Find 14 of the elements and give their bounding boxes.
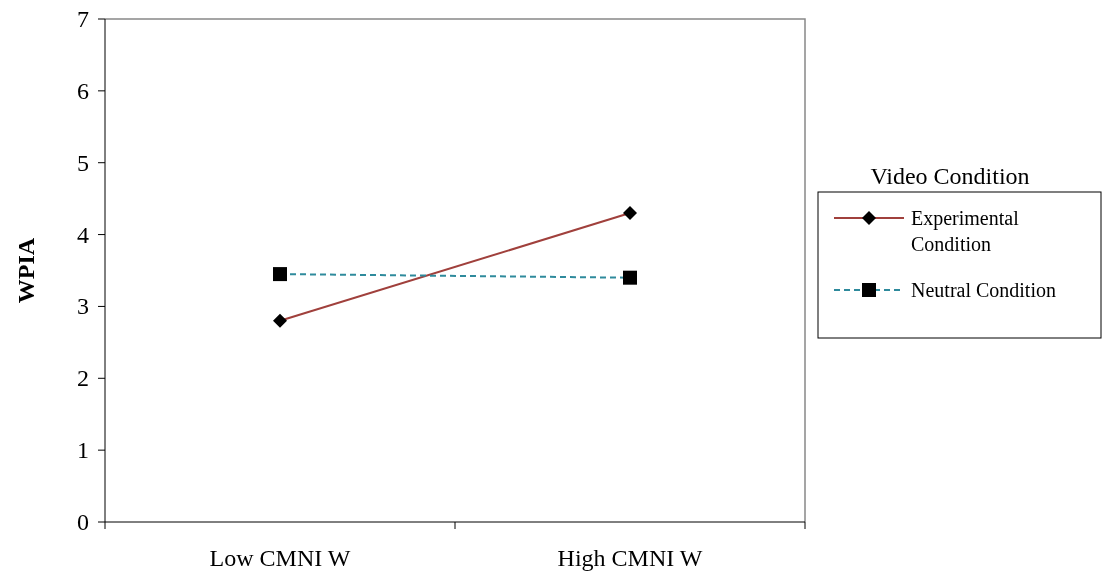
y-tick-label: 1 bbox=[77, 437, 89, 464]
y-tick-label: 4 bbox=[77, 221, 89, 248]
y-tick-label: 7 bbox=[77, 6, 89, 32]
y-tick-label: 5 bbox=[77, 149, 89, 176]
x-tick-label: High CMNI W bbox=[557, 545, 703, 571]
y-tick-label: 0 bbox=[77, 509, 89, 535]
legend-title: Video Condition bbox=[870, 163, 1030, 189]
legend-label: Experimental Condition bbox=[911, 207, 1020, 255]
y-axis-title: WPIA bbox=[13, 237, 39, 304]
legend-label: Neutral Condition bbox=[911, 279, 1056, 301]
x-tick-label: Low CMNI W bbox=[209, 545, 351, 571]
y-tick-label: 3 bbox=[77, 293, 89, 320]
y-tick-label: 6 bbox=[77, 77, 89, 104]
y-tick-label: 2 bbox=[77, 365, 89, 392]
